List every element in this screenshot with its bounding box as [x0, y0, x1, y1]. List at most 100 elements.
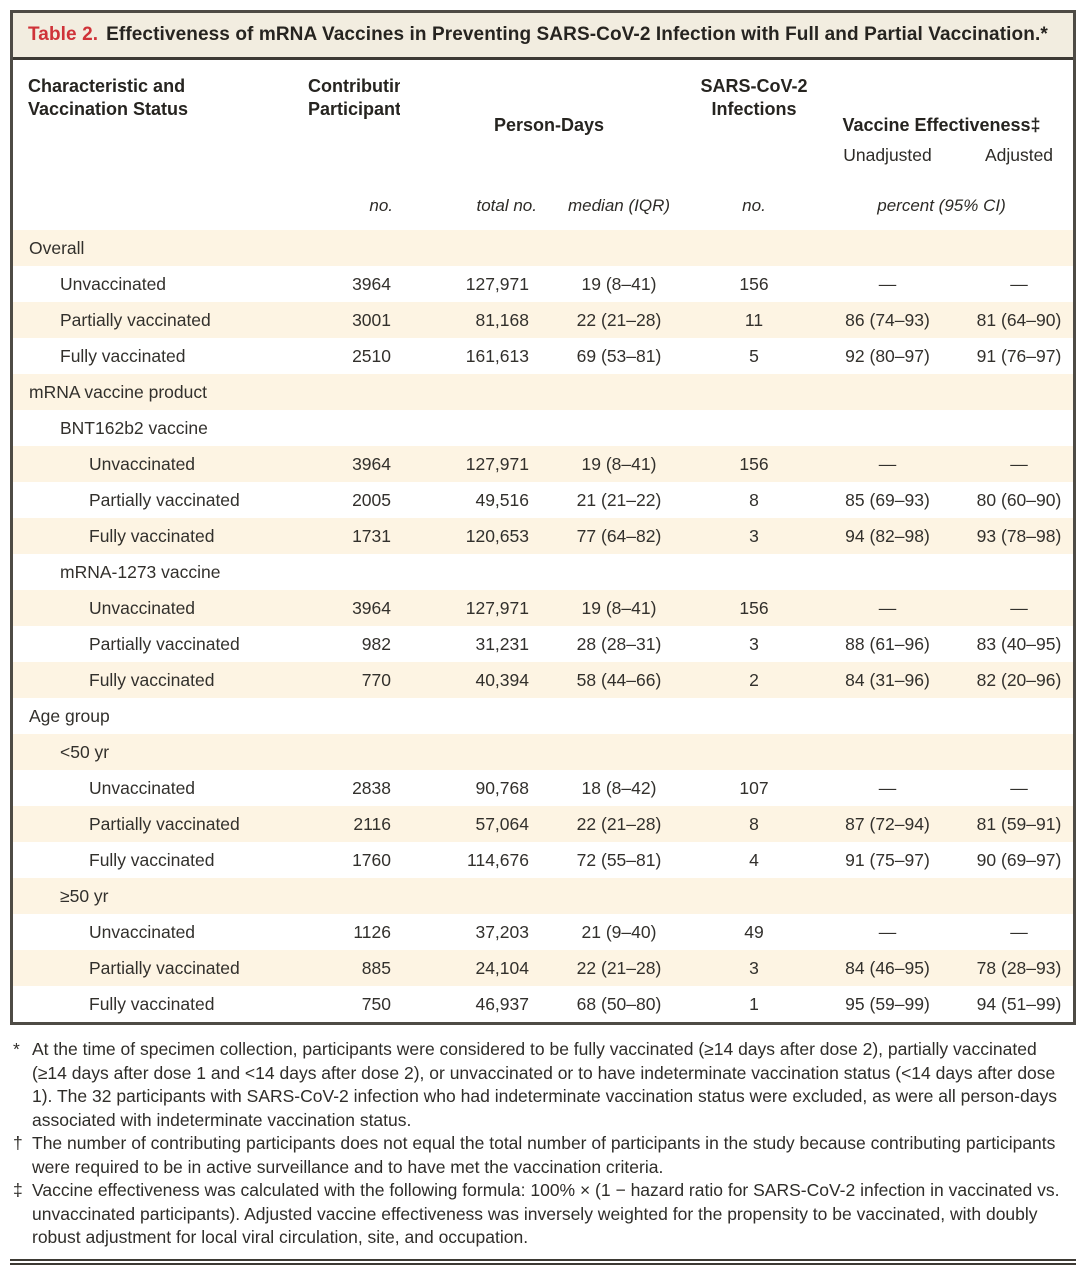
- cell: —: [878, 597, 897, 618]
- cell: [400, 554, 540, 590]
- header-characteristic: Characteristic and Vaccination Status: [28, 76, 189, 119]
- row-label: ≥50 yr: [60, 885, 109, 906]
- cell: 49,516: [475, 489, 529, 510]
- row-label: mRNA vaccine product: [29, 381, 207, 402]
- cell: 31,231: [475, 633, 529, 654]
- cell: 4: [749, 849, 759, 870]
- footnote-marker: †: [13, 1133, 23, 1153]
- row-label: Partially vaccinated: [89, 957, 240, 978]
- cell: 72 (55–81): [576, 849, 662, 870]
- cell: [540, 554, 698, 590]
- cell: 127,971: [465, 453, 529, 474]
- cell: 156: [739, 597, 769, 618]
- cell: 95 (59–99): [845, 993, 930, 1014]
- cell: 68 (50–80): [576, 993, 662, 1014]
- table-row: ≥50 yr: [13, 878, 1073, 914]
- units-spacer: [13, 172, 308, 230]
- cell: 3: [749, 525, 759, 546]
- cell: 8: [749, 489, 759, 510]
- units-median-iqr: median (IQR): [567, 196, 671, 215]
- row-label: mRNA-1273 vaccine: [60, 561, 221, 582]
- cell: 161,613: [465, 345, 529, 366]
- cell: 22 (21–28): [576, 957, 662, 978]
- cell: [965, 878, 1073, 914]
- cell: 37,203: [475, 921, 529, 942]
- table-row: BNT162b2 vaccine: [13, 410, 1073, 446]
- row-label: Unvaccinated: [60, 273, 167, 294]
- cell: 770: [361, 669, 391, 690]
- table-row: Unvaccinated 1126 37,203 21 (9–40) 49 — —: [13, 914, 1073, 950]
- cell: 3: [749, 957, 759, 978]
- cell: 107: [739, 777, 769, 798]
- cell: 1760: [352, 849, 391, 870]
- cell: 3964: [352, 453, 391, 474]
- table-row: Partially vaccinated 982 31,231 28 (28–31) 3…: [13, 626, 1073, 662]
- table-row: Fully vaccinated 770 40,394 58 (44–66) 2 84 (…: [13, 662, 1073, 698]
- footnote-text: The number of contributing participants …: [32, 1133, 1056, 1177]
- cell: [698, 878, 810, 914]
- cell: 2510: [352, 345, 391, 366]
- cell: [308, 554, 400, 590]
- cell: [698, 374, 810, 410]
- cell: [810, 230, 965, 266]
- row-label: Partially vaccinated: [60, 309, 211, 330]
- cell: —: [878, 777, 897, 798]
- cell: 21 (21–22): [576, 489, 662, 510]
- cell: 91 (75–97): [845, 849, 930, 870]
- cell: [400, 230, 540, 266]
- header-infections: SARS-CoV-2 Infections: [700, 76, 808, 119]
- cell: 92 (80–97): [845, 345, 930, 366]
- header-spacer: [13, 138, 810, 172]
- cell: 83 (40–95): [976, 633, 1062, 654]
- cell: 156: [739, 273, 769, 294]
- cell: [698, 410, 810, 446]
- table-header: Characteristic and Vaccination Status Co…: [13, 60, 1073, 230]
- table-row: Overall: [13, 230, 1073, 266]
- cell: [810, 410, 965, 446]
- cell: 22 (21–28): [576, 813, 662, 834]
- cell: 1126: [353, 921, 391, 942]
- cell: [400, 734, 540, 770]
- table-row: Fully vaccinated 1731 120,653 77 (64–82) 3 94…: [13, 518, 1073, 554]
- table-row: Unvaccinated 3964 127,971 19 (8–41) 156 — —: [13, 446, 1073, 482]
- cell: 3: [749, 633, 759, 654]
- cell: [540, 698, 698, 734]
- cell: [965, 410, 1073, 446]
- table-row: Unvaccinated 3964 127,971 19 (8–41) 156 — —: [13, 266, 1073, 302]
- cell: 22 (21–28): [576, 309, 662, 330]
- footnote-text: At the time of specimen collection, part…: [32, 1039, 1057, 1130]
- table-row: <50 yr: [13, 734, 1073, 770]
- table-row: Unvaccinated 3964 127,971 19 (8–41) 156 — —: [13, 590, 1073, 626]
- cell: 88 (61–96): [845, 633, 930, 654]
- cell: 84 (31–96): [845, 669, 930, 690]
- row-label: Fully vaccinated: [89, 669, 215, 690]
- table-row: Age group: [13, 698, 1073, 734]
- cell: [308, 410, 400, 446]
- cell: 750: [361, 993, 391, 1014]
- cell: —: [878, 273, 897, 294]
- cell: 58 (44–66): [576, 669, 662, 690]
- cell: [540, 230, 698, 266]
- cell: 2116: [353, 813, 391, 834]
- cell: [400, 374, 540, 410]
- cell: 19 (8–41): [581, 273, 657, 294]
- page: Table 2. Effectiveness of mRNA Vaccines …: [10, 10, 1076, 1265]
- footnote-marker: ‡: [13, 1180, 23, 1200]
- footnote-marker: *: [13, 1039, 20, 1059]
- units-percent-ci: percent (95% CI): [877, 196, 1006, 215]
- cell: 90,768: [475, 777, 529, 798]
- header-adjusted: Adjusted: [984, 144, 1054, 165]
- table-title: Table 2. Effectiveness of mRNA Vaccines …: [13, 13, 1073, 60]
- cell: 28 (28–31): [576, 633, 662, 654]
- cell: 982: [361, 633, 391, 654]
- cell: [965, 374, 1073, 410]
- cell: 2005: [352, 489, 391, 510]
- cell: 885: [361, 957, 391, 978]
- footnote-asterisk: * At the time of specimen collection, pa…: [11, 1038, 1076, 1132]
- row-label: Unvaccinated: [89, 597, 196, 618]
- row-label: Partially vaccinated: [89, 813, 240, 834]
- table-row: Fully vaccinated 2510 161,613 69 (53–81) 5 92…: [13, 338, 1073, 374]
- table-number: Table 2.: [28, 24, 99, 45]
- footnotes: * At the time of specimen collection, pa…: [10, 1038, 1076, 1250]
- cell: [308, 374, 400, 410]
